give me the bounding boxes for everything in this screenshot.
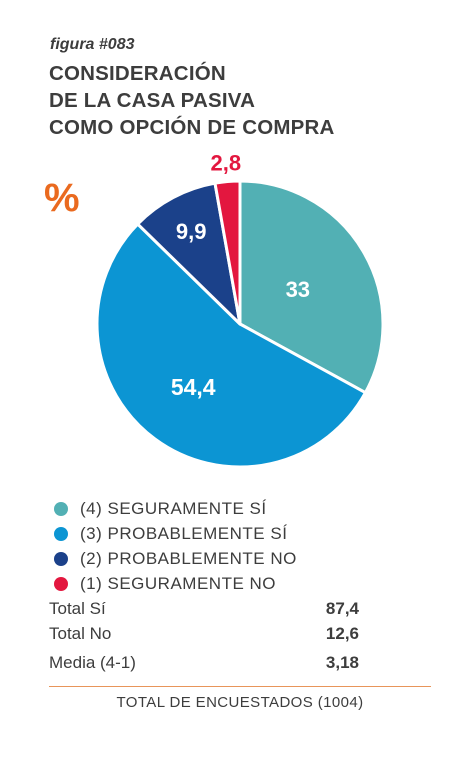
- pie-chart: 33 54,4 9,9 2,8: [95, 151, 385, 469]
- summary-stats: Total Sí 87,4 Total No 12,6 Media (4-1) …: [49, 599, 359, 678]
- legend: (4) SEGURAMENTE SÍ (3) PROBABLEMENTE SÍ …: [54, 496, 297, 596]
- stat-media: Media (4-1) 3,18: [49, 653, 359, 678]
- pie-slice-label-3: 9,9: [176, 219, 207, 244]
- pie-slice-label-1: 33: [286, 277, 310, 302]
- chart-title-line-3: COMO OPCIÓN DE COMPRA: [49, 116, 335, 139]
- stat-total-no: Total No 12,6: [49, 624, 359, 649]
- pie-slice-1: [238, 179, 385, 395]
- pie-slice-3: [136, 181, 242, 326]
- stat-value: 3,18: [325, 653, 359, 672]
- legend-label: (2) PROBABLEMENTE NO: [80, 548, 297, 568]
- stat-label: Media (4-1): [49, 653, 136, 672]
- figure-label: figura #083: [50, 36, 135, 53]
- stat-value: 87,4: [325, 599, 359, 618]
- pie-slice-label-4: 2,8: [211, 151, 242, 176]
- chart-title-line-2: DE LA CASA PASIVA: [49, 89, 256, 112]
- pie-slice-label-2: 54,4: [171, 374, 216, 400]
- legend-swatch: [54, 501, 68, 516]
- legend-item-probablemente-si: (3) PROBABLEMENTE SÍ: [54, 521, 297, 546]
- pie-slice-4: [213, 179, 242, 326]
- legend-item-probablemente-no: (2) PROBABLEMENTE NO: [54, 546, 297, 571]
- legend-swatch: [54, 576, 68, 591]
- stat-label: Total No: [49, 624, 112, 643]
- legend-label: (4) SEGURAMENTE SÍ: [80, 498, 267, 518]
- legend-label: (1) SEGURAMENTE NO: [80, 573, 277, 593]
- pie-slice-2: [95, 222, 367, 469]
- stat-label: Total Sí: [49, 599, 106, 618]
- legend-swatch: [54, 526, 68, 541]
- chart-title-line-1: CONSIDERACIÓN: [49, 62, 226, 85]
- legend-swatch: [54, 551, 68, 566]
- chart-title: CONSIDERACIÓN DE LA CASA PASIVA COMO OPC…: [49, 60, 335, 141]
- stat-total-si: Total Sí 87,4: [49, 599, 359, 624]
- total-respondents: TOTAL DE ENCUESTADOS (1004): [116, 694, 364, 711]
- divider: [49, 686, 431, 687]
- legend-label: (3) PROBABLEMENTE SÍ: [80, 523, 288, 543]
- percent-unit-label: %: [44, 176, 80, 220]
- legend-item-seguramente-no: (1) SEGURAMENTE NO: [54, 571, 297, 596]
- legend-item-seguramente-si: (4) SEGURAMENTE SÍ: [54, 496, 297, 521]
- stat-value: 12,6: [325, 624, 359, 643]
